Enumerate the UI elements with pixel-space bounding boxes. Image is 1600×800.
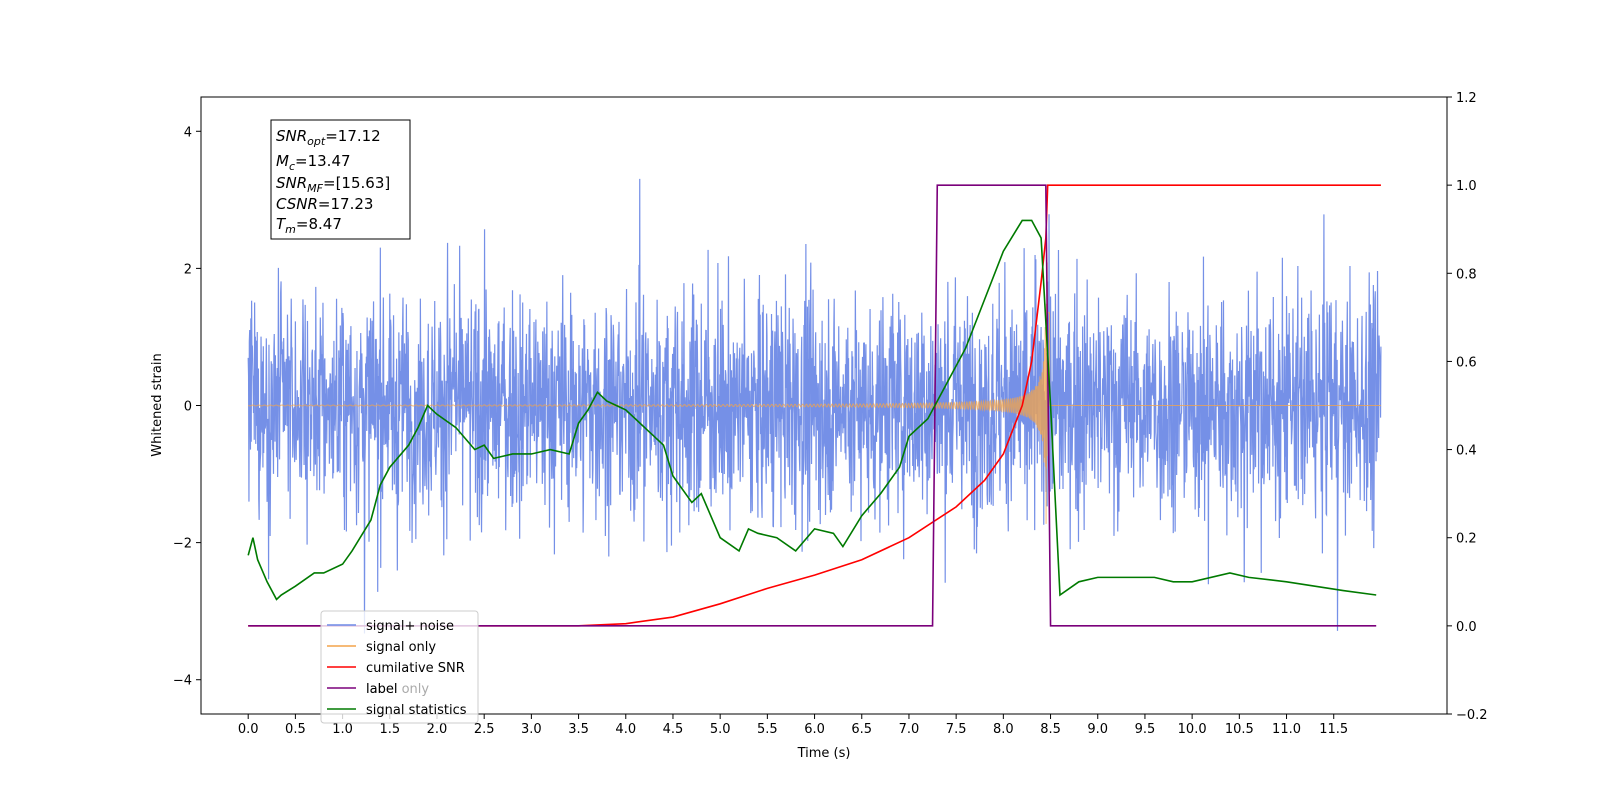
cumilative-snr-line [248, 184, 1381, 627]
x-tick-label: 2.5 [474, 722, 495, 737]
x-tick-label: 5.5 [757, 722, 778, 737]
y-right-tick-label: 1.0 [1456, 179, 1477, 194]
x-tick-label: 4.0 [615, 722, 636, 737]
y-left-tick-label: −2 [173, 537, 192, 552]
x-tick-label: 8.0 [993, 722, 1014, 737]
signal-only-line [247, 262, 1381, 524]
stat-tm: Tm=8.47 [276, 215, 342, 236]
y-right-tick-label: 1.2 [1456, 91, 1477, 106]
stat-snr-mf: SNRMF=[15.63] [276, 174, 390, 195]
x-tick-label: 11.5 [1319, 722, 1348, 737]
x-tick-label: 7.5 [946, 722, 967, 737]
series-signal-statistics [247, 219, 1377, 601]
signal-statistics-line [247, 219, 1377, 601]
x-tick-label: 9.5 [1135, 722, 1156, 737]
x-tick-label: 9.0 [1087, 722, 1108, 737]
x-tick-label: 1.0 [332, 722, 353, 737]
legend: signal+ noise signal only cumilative SNR… [320, 610, 479, 724]
y-left-tick-label: 2 [184, 262, 192, 277]
x-tick-label: 2.0 [427, 722, 448, 737]
y-right-tick-label: 0.2 [1456, 532, 1477, 547]
stats-box: SNRopt=17.12 Mc=13.47 SNRMF=[15.63] CSNR… [270, 119, 411, 240]
y-right-tick-label: −0.2 [1456, 708, 1488, 723]
signal-noise-line [247, 178, 1382, 634]
legend-frame [320, 610, 479, 724]
x-tick-label: 5.0 [710, 722, 731, 737]
y-right-tick-label: 0.4 [1456, 444, 1477, 459]
x-tick-label: 7.0 [899, 722, 920, 737]
y-axis-left-ticks: 4 2 0 −2 −4 [173, 125, 201, 689]
x-tick-label: 3.0 [521, 722, 542, 737]
x-tick-label: 0.0 [238, 722, 259, 737]
series-signal-noise [247, 178, 1382, 634]
x-tick-label: 0.5 [285, 722, 306, 737]
x-tick-label: 3.5 [568, 722, 589, 737]
series-signal-only [247, 262, 1381, 524]
y-axis-right-ticks: 1.2 1.0 0.8 0.6 0.4 0.2 0.0 −0.2 [1447, 91, 1488, 723]
x-tick-label: 11.0 [1272, 722, 1301, 737]
x-axis-ticks: 0.0 0.5 1.0 1.5 2.0 2.5 3.0 3.5 4.0 4.5 5.0 5.5 6.0 6… [238, 714, 1348, 737]
x-axis-title: Time (s) [797, 746, 851, 761]
legend-label-signal-only: signal only [366, 640, 436, 655]
label-line [248, 184, 1377, 627]
x-tick-label: 10.5 [1225, 722, 1254, 737]
y-left-tick-label: −4 [173, 674, 192, 689]
legend-label-signal-statistics: signal statistics [366, 703, 467, 718]
stat-mc: Mc=13.47 [276, 152, 351, 173]
x-tick-label: 6.5 [851, 722, 872, 737]
legend-label-cumilative-snr: cumilative SNR [366, 661, 465, 676]
x-tick-label: 10.0 [1178, 722, 1207, 737]
y-right-tick-label: 0.0 [1456, 620, 1477, 635]
legend-label-label-only: label only [366, 682, 429, 697]
y-right-tick-label: 0.6 [1456, 355, 1477, 370]
legend-label-label: label [366, 682, 397, 697]
legend-label-signal-noise: signal+ noise [366, 619, 454, 634]
x-tick-label: 8.5 [1040, 722, 1061, 737]
y-left-tick-label: 4 [184, 125, 192, 140]
series-cumilative-snr [248, 184, 1381, 627]
series-label [248, 184, 1377, 627]
stat-snr-opt: SNRopt=17.12 [276, 127, 381, 148]
y-right-tick-label: 0.8 [1456, 267, 1477, 282]
stats-box-frame [270, 119, 411, 240]
stat-csnr: CSNR=17.23 [276, 195, 373, 213]
x-tick-label: 4.5 [663, 722, 684, 737]
y-axis-left-title: Whitened strain [150, 353, 165, 456]
x-tick-label: 6.0 [804, 722, 825, 737]
y-left-tick-label: 0 [184, 400, 192, 415]
x-tick-label: 1.5 [379, 722, 400, 737]
